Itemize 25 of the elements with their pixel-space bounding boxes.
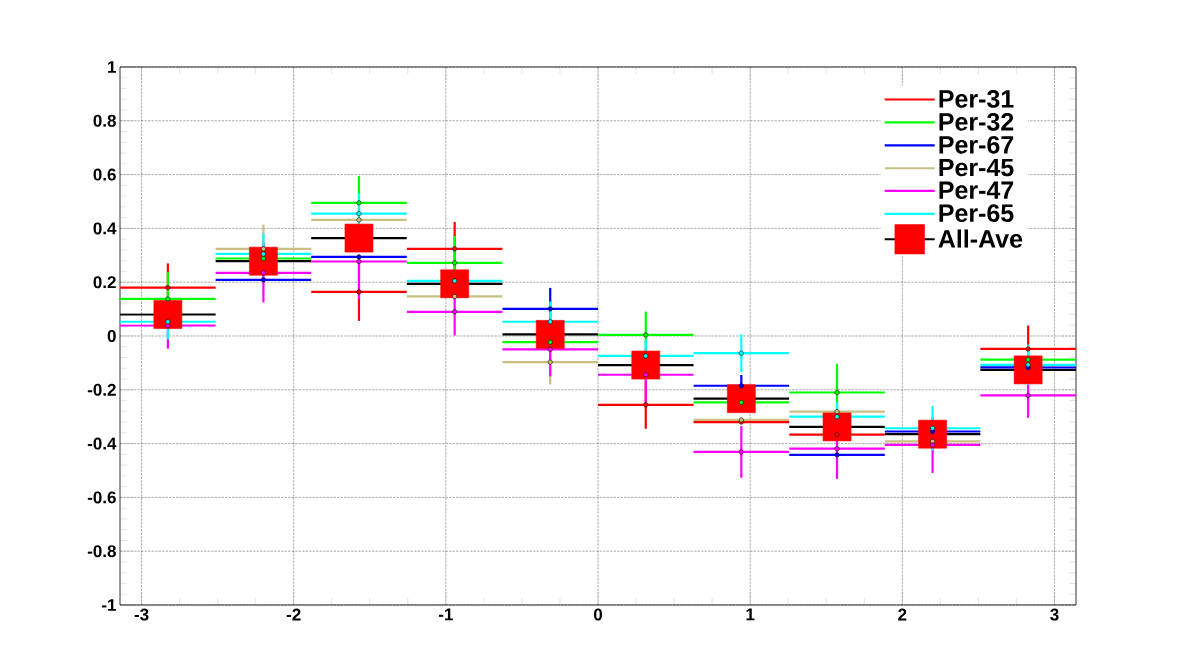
x-tick-label: 0 xyxy=(593,608,603,621)
legend-label: Per-47 xyxy=(939,181,1014,200)
x-tick-label: -2 xyxy=(286,608,301,621)
x-tick-label: -1 xyxy=(438,608,453,621)
y-tick-label: -0.8 xyxy=(87,545,116,558)
legend-label: Per-32 xyxy=(939,112,1014,131)
legend-label: Per-65 xyxy=(939,204,1014,222)
legend-label: All-Ave xyxy=(938,229,1023,248)
y-tick-label: 0.6 xyxy=(93,168,116,181)
legend-label: Per-45 xyxy=(939,158,1014,177)
x-tick-label: -3 xyxy=(134,608,149,621)
y-tick-label: -0.6 xyxy=(87,491,116,504)
y-tick-label: 0.2 xyxy=(93,276,116,289)
x-tick-label: 2 xyxy=(898,608,907,621)
y-tick-label: 0 xyxy=(107,329,116,343)
y-tick-label: -1 xyxy=(102,599,116,611)
y-tick-label: 1 xyxy=(108,61,116,73)
x-tick-label: 3 xyxy=(1050,608,1059,621)
legend-label: Per-67 xyxy=(939,135,1014,154)
legend-label: Per-31 xyxy=(939,90,1014,108)
y-tick-label: 0.8 xyxy=(93,114,116,127)
x-tick-label: 1 xyxy=(746,608,755,621)
y-tick-label: 0.4 xyxy=(93,222,117,235)
y-tick-label: -0.4 xyxy=(87,437,117,450)
y-tick-label: -0.2 xyxy=(87,383,116,396)
